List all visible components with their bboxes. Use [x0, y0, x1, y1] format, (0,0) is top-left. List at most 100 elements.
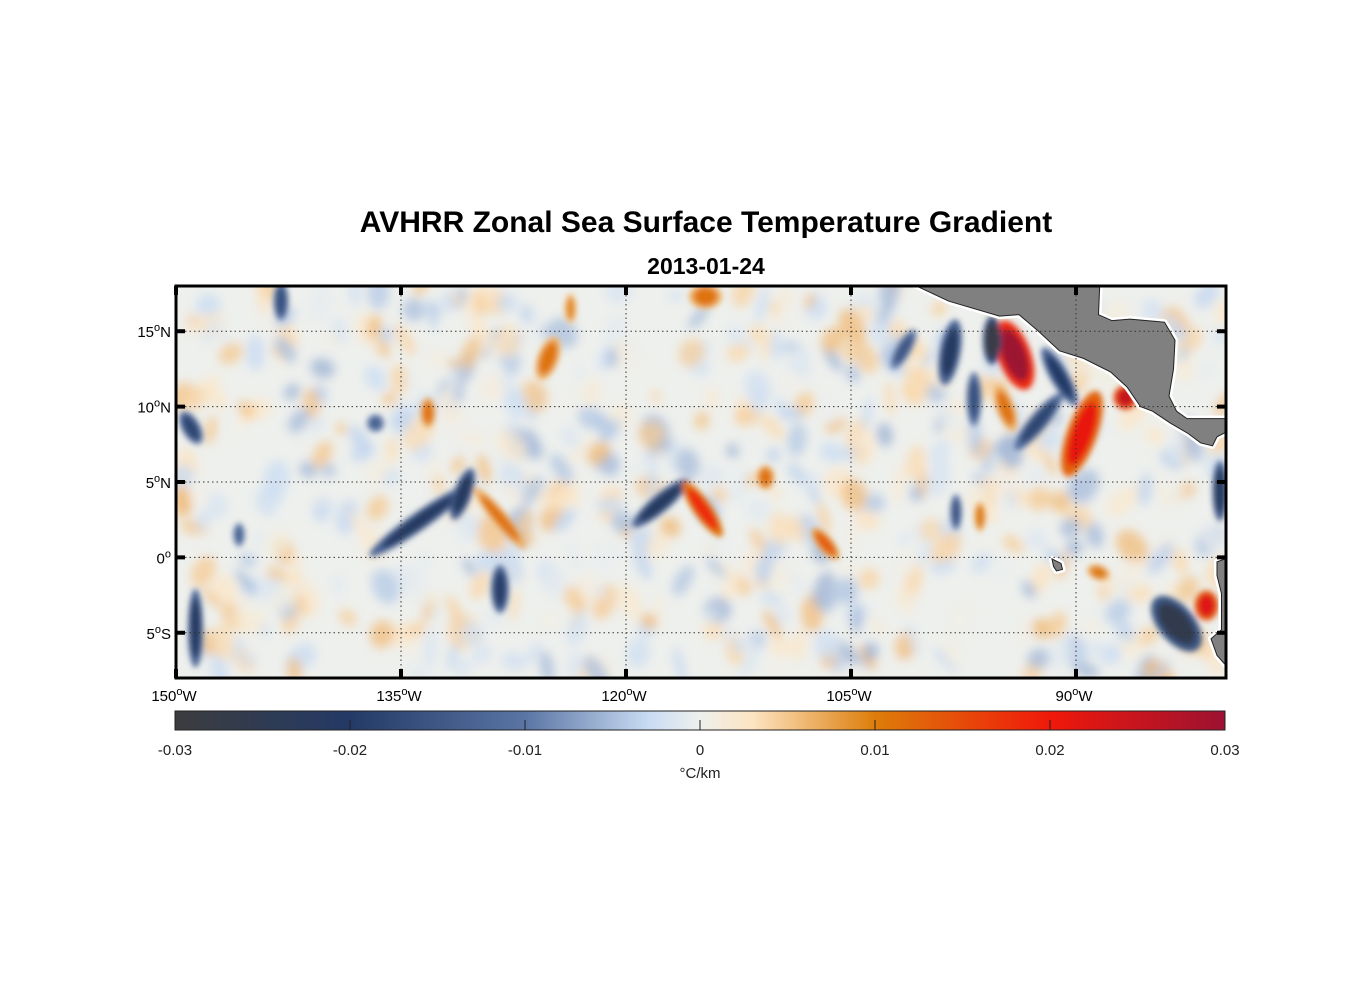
field-cell — [408, 621, 427, 637]
field-cell — [755, 286, 770, 323]
field-cell — [246, 334, 265, 371]
field-cell — [927, 460, 951, 497]
field-cell — [263, 460, 290, 499]
x-tick-label: 135oW — [376, 686, 422, 705]
field-cell — [556, 389, 578, 411]
field-cell — [209, 653, 229, 678]
field-cell — [851, 604, 862, 635]
gradient-feature — [951, 498, 961, 526]
field-cell — [349, 286, 360, 307]
field-cell — [902, 366, 932, 405]
gradient-feature — [815, 532, 836, 556]
field-cell — [474, 550, 502, 574]
field-cell — [769, 302, 780, 314]
field-cell — [310, 358, 335, 379]
field-cell — [779, 406, 805, 421]
gradient-feature — [493, 570, 507, 608]
field-cell — [405, 375, 419, 391]
gradient-feature — [687, 488, 718, 530]
field-cell — [643, 448, 660, 464]
field-cell — [1176, 575, 1200, 603]
field-cell — [929, 439, 951, 466]
land-polygon — [915, 286, 1226, 447]
field-cell — [1171, 548, 1189, 575]
field-cell — [1002, 534, 1025, 554]
field-cell — [394, 324, 416, 356]
field-cell — [459, 335, 482, 370]
gradient-feature — [381, 494, 457, 548]
field-cell — [577, 406, 604, 430]
field-cell — [544, 491, 568, 511]
field-cell — [688, 305, 709, 329]
field-cell — [1163, 481, 1186, 501]
field-cell — [735, 435, 751, 456]
field-cell — [891, 549, 919, 583]
field-cell — [257, 286, 267, 316]
field-cell — [188, 484, 211, 508]
field-cell — [378, 326, 393, 343]
field-cell — [471, 645, 493, 664]
field-cell — [593, 583, 607, 600]
field-cell — [640, 613, 658, 629]
field-cell — [331, 573, 347, 597]
field-cell — [1083, 640, 1106, 658]
field-cell — [786, 462, 807, 485]
field-cell — [349, 512, 375, 543]
field-cell — [732, 286, 755, 308]
field-cell — [264, 314, 279, 330]
field-cell — [264, 529, 291, 557]
field-cell — [181, 446, 199, 476]
field-cell — [241, 652, 258, 667]
colorbar-tick-label: 0.02 — [1035, 742, 1064, 759]
gradient-feature — [1045, 354, 1074, 399]
colorbar-label: °C/km — [680, 765, 721, 782]
field-cell — [523, 640, 542, 666]
field-cell — [841, 478, 868, 511]
field-cell — [1105, 599, 1131, 624]
field-cell — [560, 427, 581, 449]
field-cell — [749, 326, 765, 342]
field-cell — [700, 573, 726, 601]
field-cell — [1030, 562, 1051, 595]
chart-title: AVHRR Zonal Sea Surface Temperature Grad… — [359, 206, 1053, 239]
field-cell — [474, 290, 485, 318]
gradient-feature — [422, 401, 434, 424]
field-cell — [888, 300, 916, 327]
field-cell — [1116, 529, 1149, 564]
field-cell — [702, 621, 725, 640]
field-cell — [744, 370, 772, 406]
field-cell — [502, 482, 525, 505]
field-cell — [503, 386, 528, 417]
field-cell — [929, 560, 956, 574]
gradient-feature — [941, 327, 959, 377]
field-cell — [591, 539, 623, 572]
field-cell — [672, 565, 694, 596]
field-cell — [749, 528, 768, 554]
field-cell — [862, 396, 873, 431]
field-cell — [181, 320, 204, 333]
field-cell — [849, 437, 867, 468]
field-cell — [1178, 295, 1191, 319]
colorbar-tick-label: 0.03 — [1210, 742, 1239, 759]
gradient-feature — [1214, 468, 1226, 514]
field-cell — [933, 648, 958, 673]
field-cell — [239, 553, 257, 568]
field-cell — [838, 560, 860, 577]
field-cell — [678, 338, 705, 368]
field-cell — [1106, 488, 1136, 518]
field-cell — [888, 318, 905, 340]
field-cell — [480, 374, 508, 401]
field-cell — [371, 569, 400, 604]
field-cell — [497, 293, 518, 313]
field-cell — [673, 646, 687, 678]
colorbar-tick-label: 0.01 — [860, 742, 889, 759]
field-cell — [420, 590, 443, 607]
field-cell — [725, 464, 742, 489]
colorbar-tick-label: -0.03 — [158, 742, 192, 759]
field-cell — [1196, 363, 1216, 380]
field-cell — [816, 398, 841, 424]
colorbar: -0.03 -0.02 -0.01 0 0.01 0.02 0.03 — [158, 710, 1240, 759]
field-cell — [821, 327, 845, 353]
field-cell — [845, 364, 860, 384]
field-cell — [254, 532, 265, 545]
